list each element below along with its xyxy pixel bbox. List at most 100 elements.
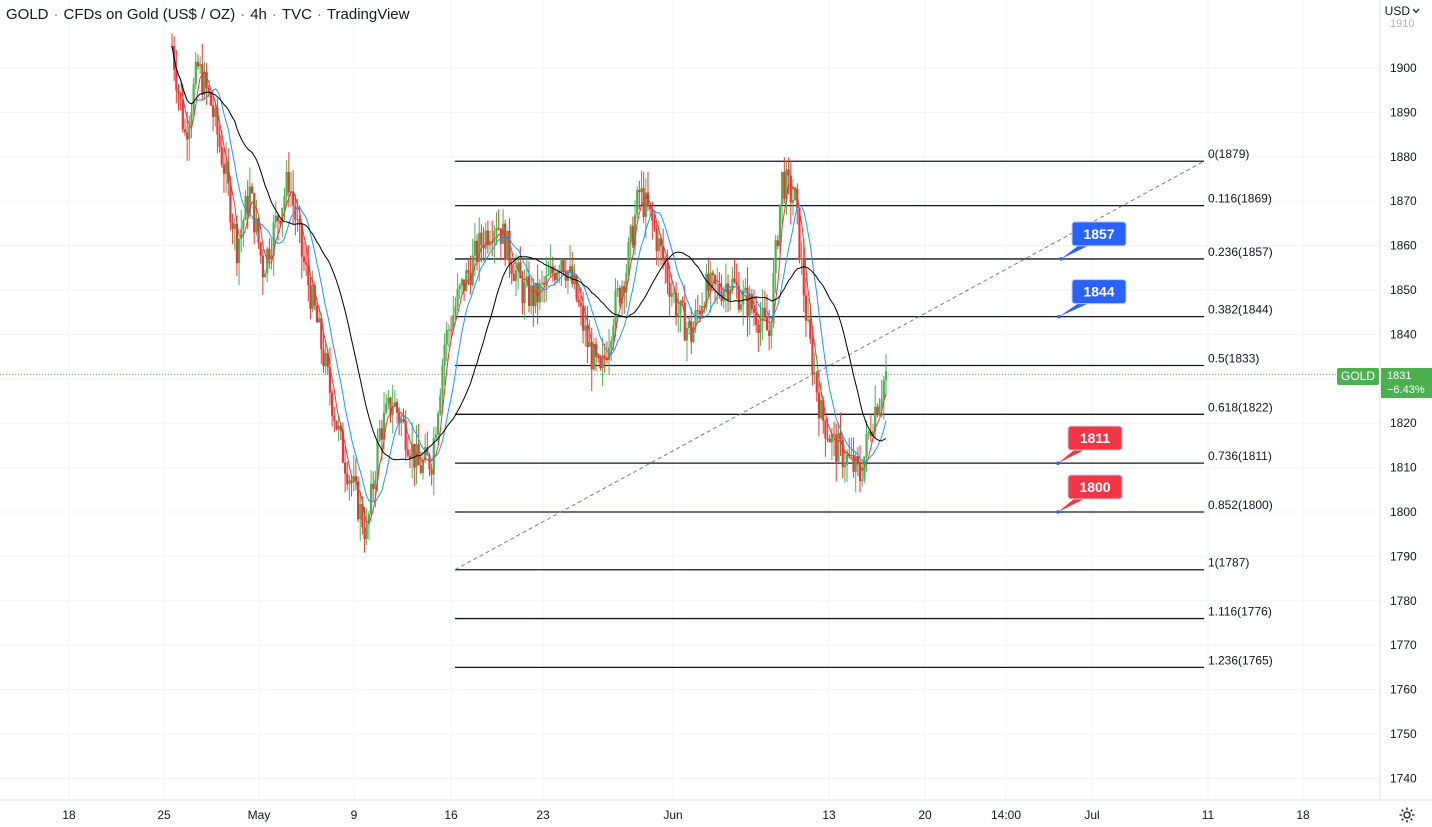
price-axis-label: 1900 xyxy=(1390,61,1417,75)
candle-body xyxy=(878,405,881,415)
candle-body xyxy=(361,504,364,528)
candle-body xyxy=(467,270,470,274)
candle-body xyxy=(387,397,390,404)
candle-body xyxy=(612,325,615,341)
candle-body xyxy=(305,262,308,265)
candle-body xyxy=(296,219,299,221)
candle-body xyxy=(642,188,645,217)
candle-body xyxy=(672,293,676,295)
time-axis-label: Jun xyxy=(663,808,682,822)
candle-body xyxy=(369,483,373,515)
candle-body xyxy=(320,318,323,350)
candle-body xyxy=(372,483,375,489)
candle-body xyxy=(783,172,786,199)
candle-body xyxy=(876,406,879,415)
candle-body xyxy=(309,285,312,309)
fib-level-label: 0.116(1869) xyxy=(1208,192,1272,206)
candle-body xyxy=(852,454,855,472)
last-price-value: 1831 xyxy=(1387,370,1412,382)
callout-pointer xyxy=(1061,245,1088,259)
candle-body xyxy=(523,282,526,304)
candle-body xyxy=(778,204,782,247)
callout-anchor-dot xyxy=(1056,510,1060,514)
candle-body xyxy=(248,186,251,214)
fib-level-label: 0(1879) xyxy=(1208,147,1249,161)
candle-body xyxy=(190,112,193,126)
candle-body xyxy=(382,412,386,440)
candle-body xyxy=(257,218,260,243)
candle-body xyxy=(627,241,630,273)
candle-body xyxy=(430,469,433,475)
candle-body xyxy=(813,372,816,374)
candle-body xyxy=(250,186,254,194)
chart-grid xyxy=(0,0,1380,800)
candle-body xyxy=(365,523,368,539)
candle-body xyxy=(501,223,505,244)
price-callouts: 1857 1844 1811 1800 xyxy=(1056,221,1127,514)
candle-body xyxy=(640,188,643,192)
candle-body xyxy=(787,169,790,176)
candle-body xyxy=(220,146,223,165)
candle-body xyxy=(331,392,334,416)
candle-body xyxy=(789,175,792,203)
candle-body xyxy=(186,132,189,140)
candle-body xyxy=(532,285,535,307)
candle-body xyxy=(404,421,407,450)
candle-body xyxy=(581,306,585,331)
fib-level-label: 1(1787) xyxy=(1208,556,1249,570)
candle-body xyxy=(696,310,699,312)
time-axis-label: 11 xyxy=(1202,808,1215,822)
callout-anchor-dot xyxy=(1056,461,1060,465)
candle-body xyxy=(177,90,180,94)
candle-body xyxy=(214,108,217,117)
candle-body xyxy=(657,238,660,251)
interval-label[interactable]: 4h xyxy=(250,6,267,23)
candle-body xyxy=(322,349,325,367)
candle-body xyxy=(450,329,453,331)
candle-body xyxy=(514,269,518,281)
candle-body xyxy=(692,327,695,342)
callout-label: 1800 xyxy=(1079,479,1110,495)
candle-body xyxy=(521,278,524,304)
candle-body xyxy=(393,402,396,407)
candle-body xyxy=(614,290,617,326)
candle-body xyxy=(845,454,849,465)
candle-body xyxy=(759,320,762,334)
callout-label: 1811 xyxy=(1080,430,1111,446)
candle-body xyxy=(549,266,552,275)
candle-body xyxy=(235,223,239,264)
candle-body xyxy=(735,281,738,286)
candle-body xyxy=(865,433,868,457)
candle-body xyxy=(547,274,550,276)
callout-box xyxy=(1071,221,1127,247)
candle-body xyxy=(363,527,366,539)
candle-body xyxy=(255,218,258,233)
candle-body xyxy=(294,205,297,220)
candle-body xyxy=(610,340,613,348)
candle-body xyxy=(424,447,427,461)
candle-body xyxy=(233,223,236,230)
candle-body xyxy=(475,240,479,262)
candle-body xyxy=(242,220,245,230)
candle-body xyxy=(441,365,444,396)
currency-label: USD xyxy=(1384,4,1410,18)
candle-body xyxy=(616,288,619,291)
fib-level-label: 0.382(1844) xyxy=(1208,303,1273,317)
candle-body xyxy=(770,323,773,336)
time-axis: 18 25 May 9 16 23 Jun 13 20 14:00 Jul 11 18 xyxy=(0,799,1432,822)
symbol-name[interactable]: GOLD xyxy=(6,6,49,23)
candle-body xyxy=(207,88,210,93)
moving-averages xyxy=(171,46,887,524)
candle-body xyxy=(675,293,678,317)
candle-body xyxy=(428,455,431,470)
candle-body xyxy=(452,315,455,330)
candle-body xyxy=(590,341,593,370)
callout-anchor-dot xyxy=(1059,257,1063,261)
candle-body xyxy=(339,425,342,432)
candle-body xyxy=(618,288,621,304)
currency-button[interactable]: USD xyxy=(1385,4,1420,18)
candle-body xyxy=(830,433,834,443)
gear-icon[interactable] xyxy=(1398,806,1416,824)
candle-body xyxy=(337,425,340,430)
